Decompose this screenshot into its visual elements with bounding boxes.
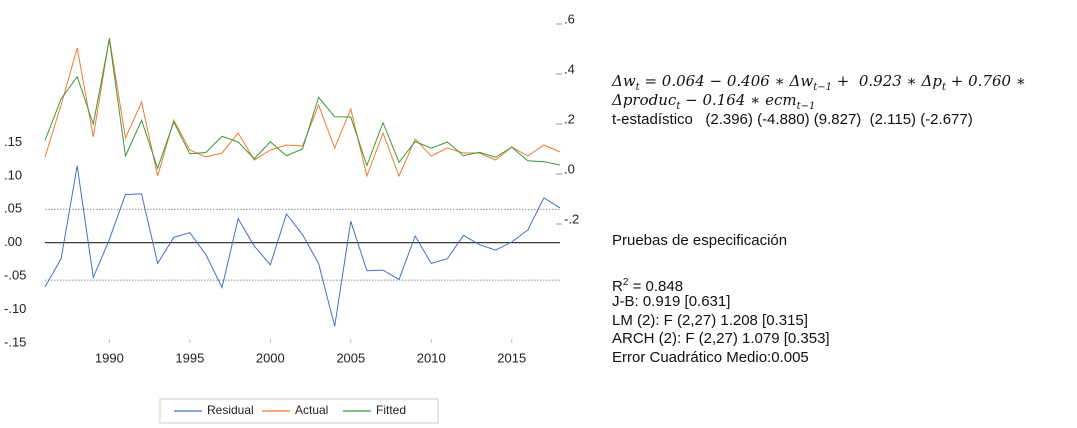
test-line: Error Cuadrático Medio:0.005 (612, 348, 809, 366)
equation-subscript: t (941, 82, 946, 93)
equation-term: + 0.923 ∗ Δp (831, 72, 942, 90)
y-tick-label: .15 (4, 134, 22, 149)
x-tick-label: 1990 (95, 350, 124, 365)
test-line: J-B: 0.919 [0.631] (612, 293, 731, 310)
y2-tick-label: .6 (564, 11, 575, 26)
y-tick-label: -.10 (4, 301, 26, 316)
legend-label: Actual (295, 403, 328, 417)
y-tick-label: .10 (4, 167, 22, 182)
series-line (44, 165, 561, 327)
y-tick-label: .00 (4, 234, 22, 249)
equation-term: + 0.760 ∗ (945, 72, 1026, 90)
test-line: LM (2): F (2,27) 1.208 [0.315] (612, 311, 808, 329)
y2-tick-label: .4 (564, 61, 575, 76)
equation-subscript: t−1 (813, 82, 832, 93)
series-line (44, 37, 561, 178)
equation-line-2: Δproduct − 0.164 ∗ ecmt−1 (612, 91, 815, 116)
series-line (44, 39, 561, 170)
equation-term: = 0.064 − 0.406 ∗ Δw (639, 72, 814, 90)
y2-tick-label: .0 (564, 161, 575, 176)
y-tick-label: -.05 (4, 268, 26, 283)
r2-base: R (612, 278, 623, 295)
x-tick-label: 2000 (256, 350, 285, 365)
x-tick-label: 2005 (336, 350, 365, 365)
equation-term: Δw (612, 72, 636, 90)
legend-box (159, 398, 439, 424)
y2-tick-label: -.2 (564, 211, 579, 226)
chart: .15 .10 .05 .00 -.05 -.10 -.15 .6 .4 .2 .0 -.2 1990 1… (4, 11, 579, 424)
t-statistics: t-estadístico (2.396) (-4.880) (9.827) (… (612, 111, 973, 128)
equation-subscript: t (676, 101, 681, 112)
tests-title: Pruebas de especificación (612, 232, 788, 249)
equation-term: Δproduc (612, 91, 677, 109)
r2-sup: 2 (622, 277, 629, 288)
legend-label: Fitted (376, 403, 406, 417)
legend-label: Residual (207, 403, 254, 417)
equation-line-1: Δwt = 0.064 − 0.406 ∗ Δwt−1 + 0.923 ∗ Δp… (612, 72, 1026, 97)
r2-text: = 0.848 (628, 278, 684, 295)
y-tick-label: .05 (4, 201, 22, 216)
y-tick-label: -.15 (4, 334, 26, 349)
y2-tick-label: .2 (564, 111, 575, 126)
test-line: ARCH (2): F (2,27) 1.079 [0.353] (612, 330, 830, 347)
r-squared: R2 = 0.848 (612, 274, 683, 296)
x-tick-label: 1995 (175, 350, 204, 365)
x-tick-label: 2015 (497, 350, 526, 365)
equation-term: − 0.164 ∗ ecm (680, 91, 797, 109)
equation-subscript: t (635, 82, 640, 93)
equation-subscript: t−1 (796, 101, 816, 112)
x-tick-label: 2010 (417, 350, 446, 365)
